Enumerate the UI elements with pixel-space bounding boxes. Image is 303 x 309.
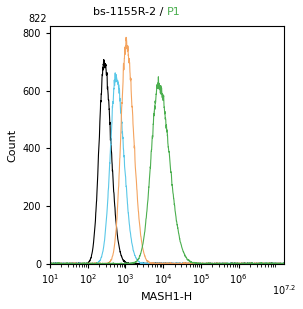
X-axis label: MASH1-H: MASH1-H [141,292,193,302]
Y-axis label: Count: Count [7,129,17,162]
Text: $10^{7.2}$: $10^{7.2}$ [272,283,296,297]
Text: 822: 822 [28,14,47,24]
Text: P1: P1 [167,7,181,17]
Text: bs-1155R-2 /: bs-1155R-2 / [93,7,167,17]
